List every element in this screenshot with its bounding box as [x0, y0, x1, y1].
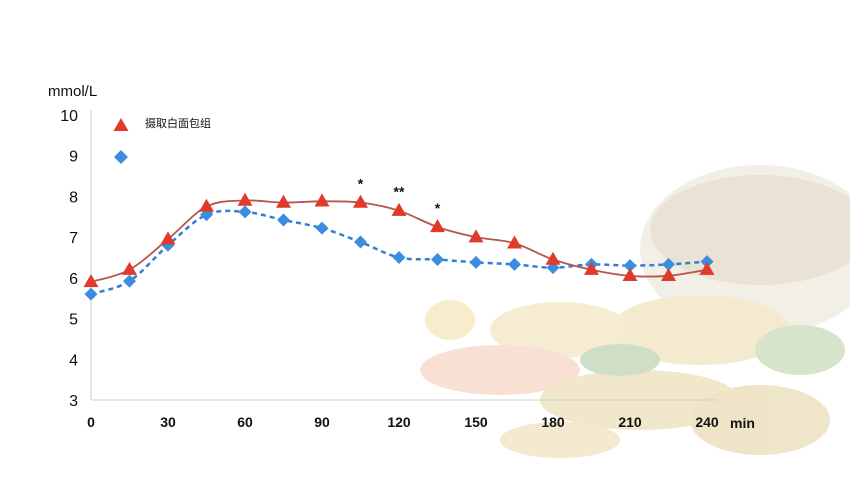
series-2-point: [392, 251, 406, 264]
x-tick-label: 210: [618, 414, 642, 430]
series-1-point: [391, 202, 407, 216]
series-1-point: [353, 194, 368, 208]
x-tick-label: 60: [237, 414, 253, 430]
legend-marker-series-2: [114, 150, 128, 164]
x-tick-label: 30: [160, 414, 176, 430]
x-tick-label: 120: [387, 414, 411, 430]
x-tick-label: 0: [87, 414, 95, 430]
y-tick-label: 6: [69, 271, 78, 288]
series-1-point: [83, 274, 99, 288]
series-2-point: [354, 235, 367, 249]
series-2-point: [662, 257, 675, 271]
background-illustration: [420, 165, 850, 458]
legend-label-series-1: 摄取白面包组: [145, 116, 211, 130]
y-tick-label: 4: [69, 352, 78, 369]
significance-annotation: *: [358, 176, 364, 192]
y-tick-label: 9: [69, 149, 78, 166]
series-2-point: [431, 253, 444, 267]
series-2-point: [623, 259, 637, 273]
series-1-point: [314, 193, 330, 207]
legend-marker-series-1: [113, 118, 129, 131]
series-1-point: [699, 261, 715, 275]
y-axis-unit: mmol/L: [48, 83, 97, 100]
series-1-point: [122, 261, 137, 275]
y-tick-label: 8: [69, 189, 78, 206]
series-2-point: [700, 255, 714, 269]
x-axis-unit: min: [730, 415, 755, 431]
series-1-point: [584, 261, 599, 275]
series-1-point: [507, 235, 522, 249]
x-tick-label: 90: [314, 414, 330, 430]
series-1-point: [622, 268, 638, 282]
series-2-point: [123, 274, 136, 288]
series-2-point: [84, 287, 98, 301]
x-tick-label: 150: [464, 414, 488, 430]
significance-annotation: *: [435, 200, 441, 216]
significance-annotation: **: [394, 184, 405, 200]
y-tick-label: 7: [69, 230, 78, 247]
series-1-point: [160, 231, 176, 245]
series-1-point: [661, 268, 676, 282]
y-tick-label: 10: [60, 108, 78, 125]
series-1-point: [199, 198, 214, 212]
series-1-point: [468, 229, 484, 243]
plot-area: 3 4 5 6 7 8 9 10 0 30 60 90 120 150 180 210 240 mmol/L min…: [48, 83, 755, 431]
series-2-point: [238, 205, 252, 219]
series-1-point: [276, 194, 291, 208]
series-2-point: [469, 255, 483, 269]
series-2-point: [508, 257, 521, 271]
y-tick-label: 3: [69, 393, 78, 410]
x-tick-label: 180: [541, 414, 565, 430]
series-2-point: [315, 221, 329, 235]
series-1-point: [237, 192, 253, 206]
y-tick-label: 5: [69, 312, 78, 329]
series-2-point: [277, 213, 290, 227]
series-1-point: [545, 251, 561, 265]
series-1-point: [430, 219, 445, 233]
x-tick-label: 240: [695, 414, 719, 430]
